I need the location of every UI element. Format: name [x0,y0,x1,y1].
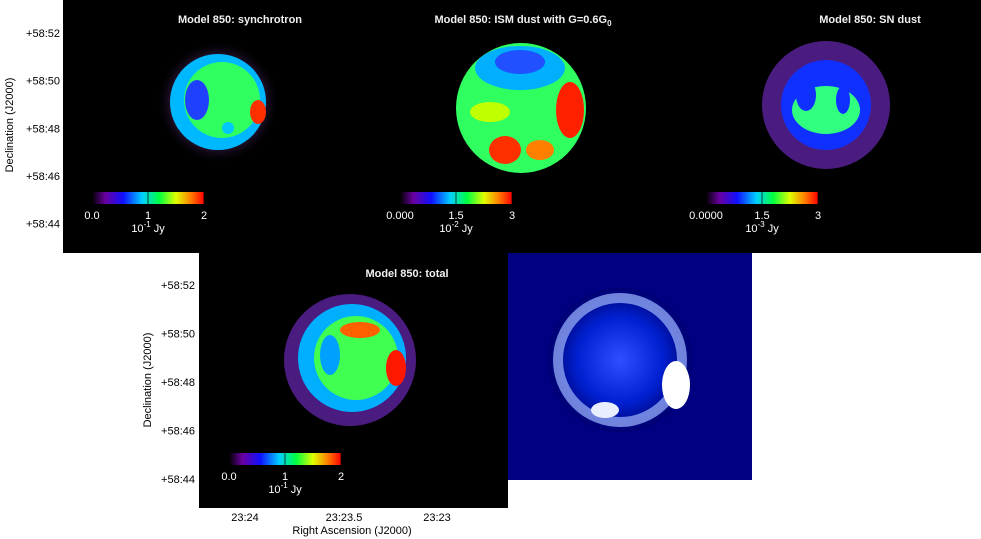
unit-text: Jy [462,223,474,235]
unit-base: 10 [268,484,280,496]
colorbar-tick-label: 3 [815,210,821,222]
map-image [284,294,416,426]
unit-base: 10 [745,223,757,235]
unit-base: 10 [131,223,143,235]
title-subscript: 0 [607,19,612,28]
colorbar-tick-label: 1.5 [448,210,463,222]
panel-title: Model 850: total [365,268,448,280]
colorbar-tick-label: 0.0 [221,471,236,483]
dec-tick-label: +58:48 [161,377,195,389]
panel-title: Model 850: SN dust [819,14,921,26]
colorbar-unit: 10-1 Jy [268,481,302,496]
colorbar-unit: 10-2 Jy [439,220,473,235]
map-image [156,40,280,164]
title-text: Model 850: synchrotron [178,14,302,26]
colorbar-tick-label: 3 [509,210,515,222]
dec-tick-label: +58:48 [26,123,60,135]
colorbar-unit: 10-1 Jy [131,220,165,235]
unit-base: 10 [439,223,451,235]
dec-tick-label: +58:46 [26,171,60,183]
colorbar-tick-label: 0.0 [84,210,99,222]
dec-tick-label: +58:44 [26,219,60,231]
dec-axis-label: Declination (J2000) [4,78,16,173]
dec-axis-label: Declination (J2000) [142,333,154,428]
unit-exponent: -3 [758,220,766,229]
unit-text: Jy [291,484,303,496]
colorbar-unit: 10-3 Jy [745,220,779,235]
title-text: Model 850: ISM dust with G=0.6G [434,14,607,26]
colorbar-tick-label: 1.5 [754,210,769,222]
title-text: Model 850: total [365,268,448,280]
unit-exponent: -1 [281,481,289,490]
unit-exponent: -1 [144,220,152,229]
dec-tick-label: +58:52 [26,28,60,40]
map-image [456,43,586,173]
dec-tick-label: +58:50 [161,328,195,340]
dec-tick-label: +58:46 [161,425,195,437]
dec-tick-label: +58:50 [26,76,60,88]
title-text: Model 850: SN dust [819,14,921,26]
unit-text: Jy [768,223,780,235]
ra-tick-label: 23:23 [423,512,451,524]
panel-title: Model 850: synchrotron [178,14,302,26]
observed-image [548,288,692,432]
ra-tick-label: 23:23.5 [326,512,363,524]
ra-axis-label: Right Ascension (J2000) [292,525,411,537]
dec-tick-label: +58:44 [161,474,195,486]
unit-exponent: -2 [452,220,460,229]
dec-tick-label: +58:52 [161,280,195,292]
colorbar-tick-label: 1 [282,471,288,483]
colorbar-tick-label: 0.000 [386,210,414,222]
ra-tick-label: 23:24 [231,512,259,524]
map-image [762,41,890,169]
panel-title: Model 850: ISM dust with G=0.6G0 [434,14,612,28]
colorbar-tick-label: 2 [338,471,344,483]
unit-text: Jy [154,223,166,235]
colorbar-tick-label: 1 [145,210,151,222]
colorbar-tick-label: 0.0000 [689,210,723,222]
colorbar-tick-label: 2 [201,210,207,222]
